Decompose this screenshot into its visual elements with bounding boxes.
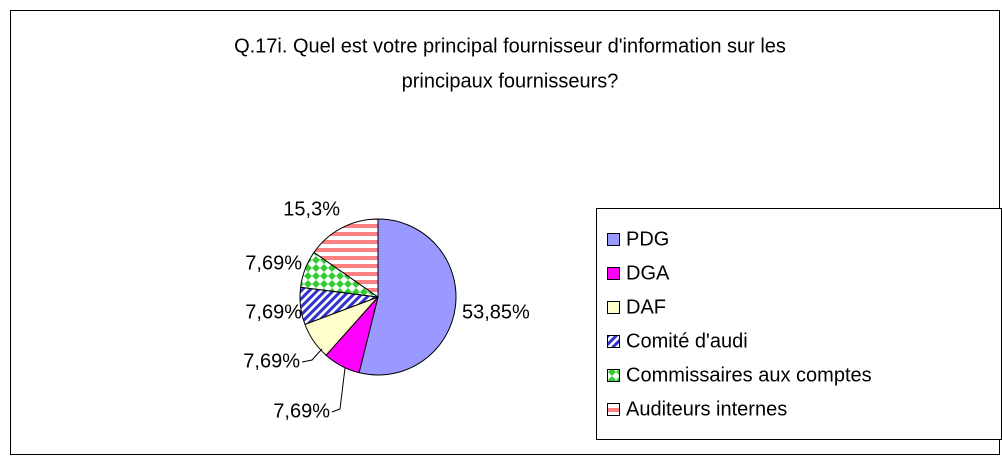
- legend-label: Comité d'audi: [626, 330, 748, 352]
- legend-label: DAF: [626, 296, 666, 318]
- pie-slice: [358, 218, 457, 376]
- legend-label: Commissaires aux comptes: [626, 364, 872, 386]
- leader-line: [301, 348, 323, 363]
- data-label: 7,69%: [273, 400, 330, 422]
- leader-line: [331, 367, 346, 413]
- legend-box: [596, 208, 1002, 440]
- legend-swatch: [607, 335, 620, 348]
- pie-slice: [313, 218, 379, 298]
- data-label: 7,69%: [243, 350, 300, 372]
- chart-title: Q.17i. Quel est votre principal fourniss…: [234, 35, 786, 57]
- legend-swatch: [607, 369, 620, 382]
- legend-swatch: [607, 403, 620, 416]
- legend-swatch: [607, 301, 620, 314]
- legend-label: Auditeurs internes: [626, 398, 787, 420]
- chart-title: principaux fournisseurs?: [402, 70, 619, 92]
- data-label: 7,69%: [245, 301, 302, 323]
- legend-label: DGA: [626, 262, 670, 284]
- data-label: 7,69%: [245, 252, 302, 274]
- legend-label: PDG: [626, 228, 669, 250]
- legend-swatch: [607, 267, 620, 280]
- legend-swatch: [607, 233, 620, 246]
- data-label: 53,85%: [462, 301, 530, 323]
- data-label: 15,3%: [283, 198, 340, 220]
